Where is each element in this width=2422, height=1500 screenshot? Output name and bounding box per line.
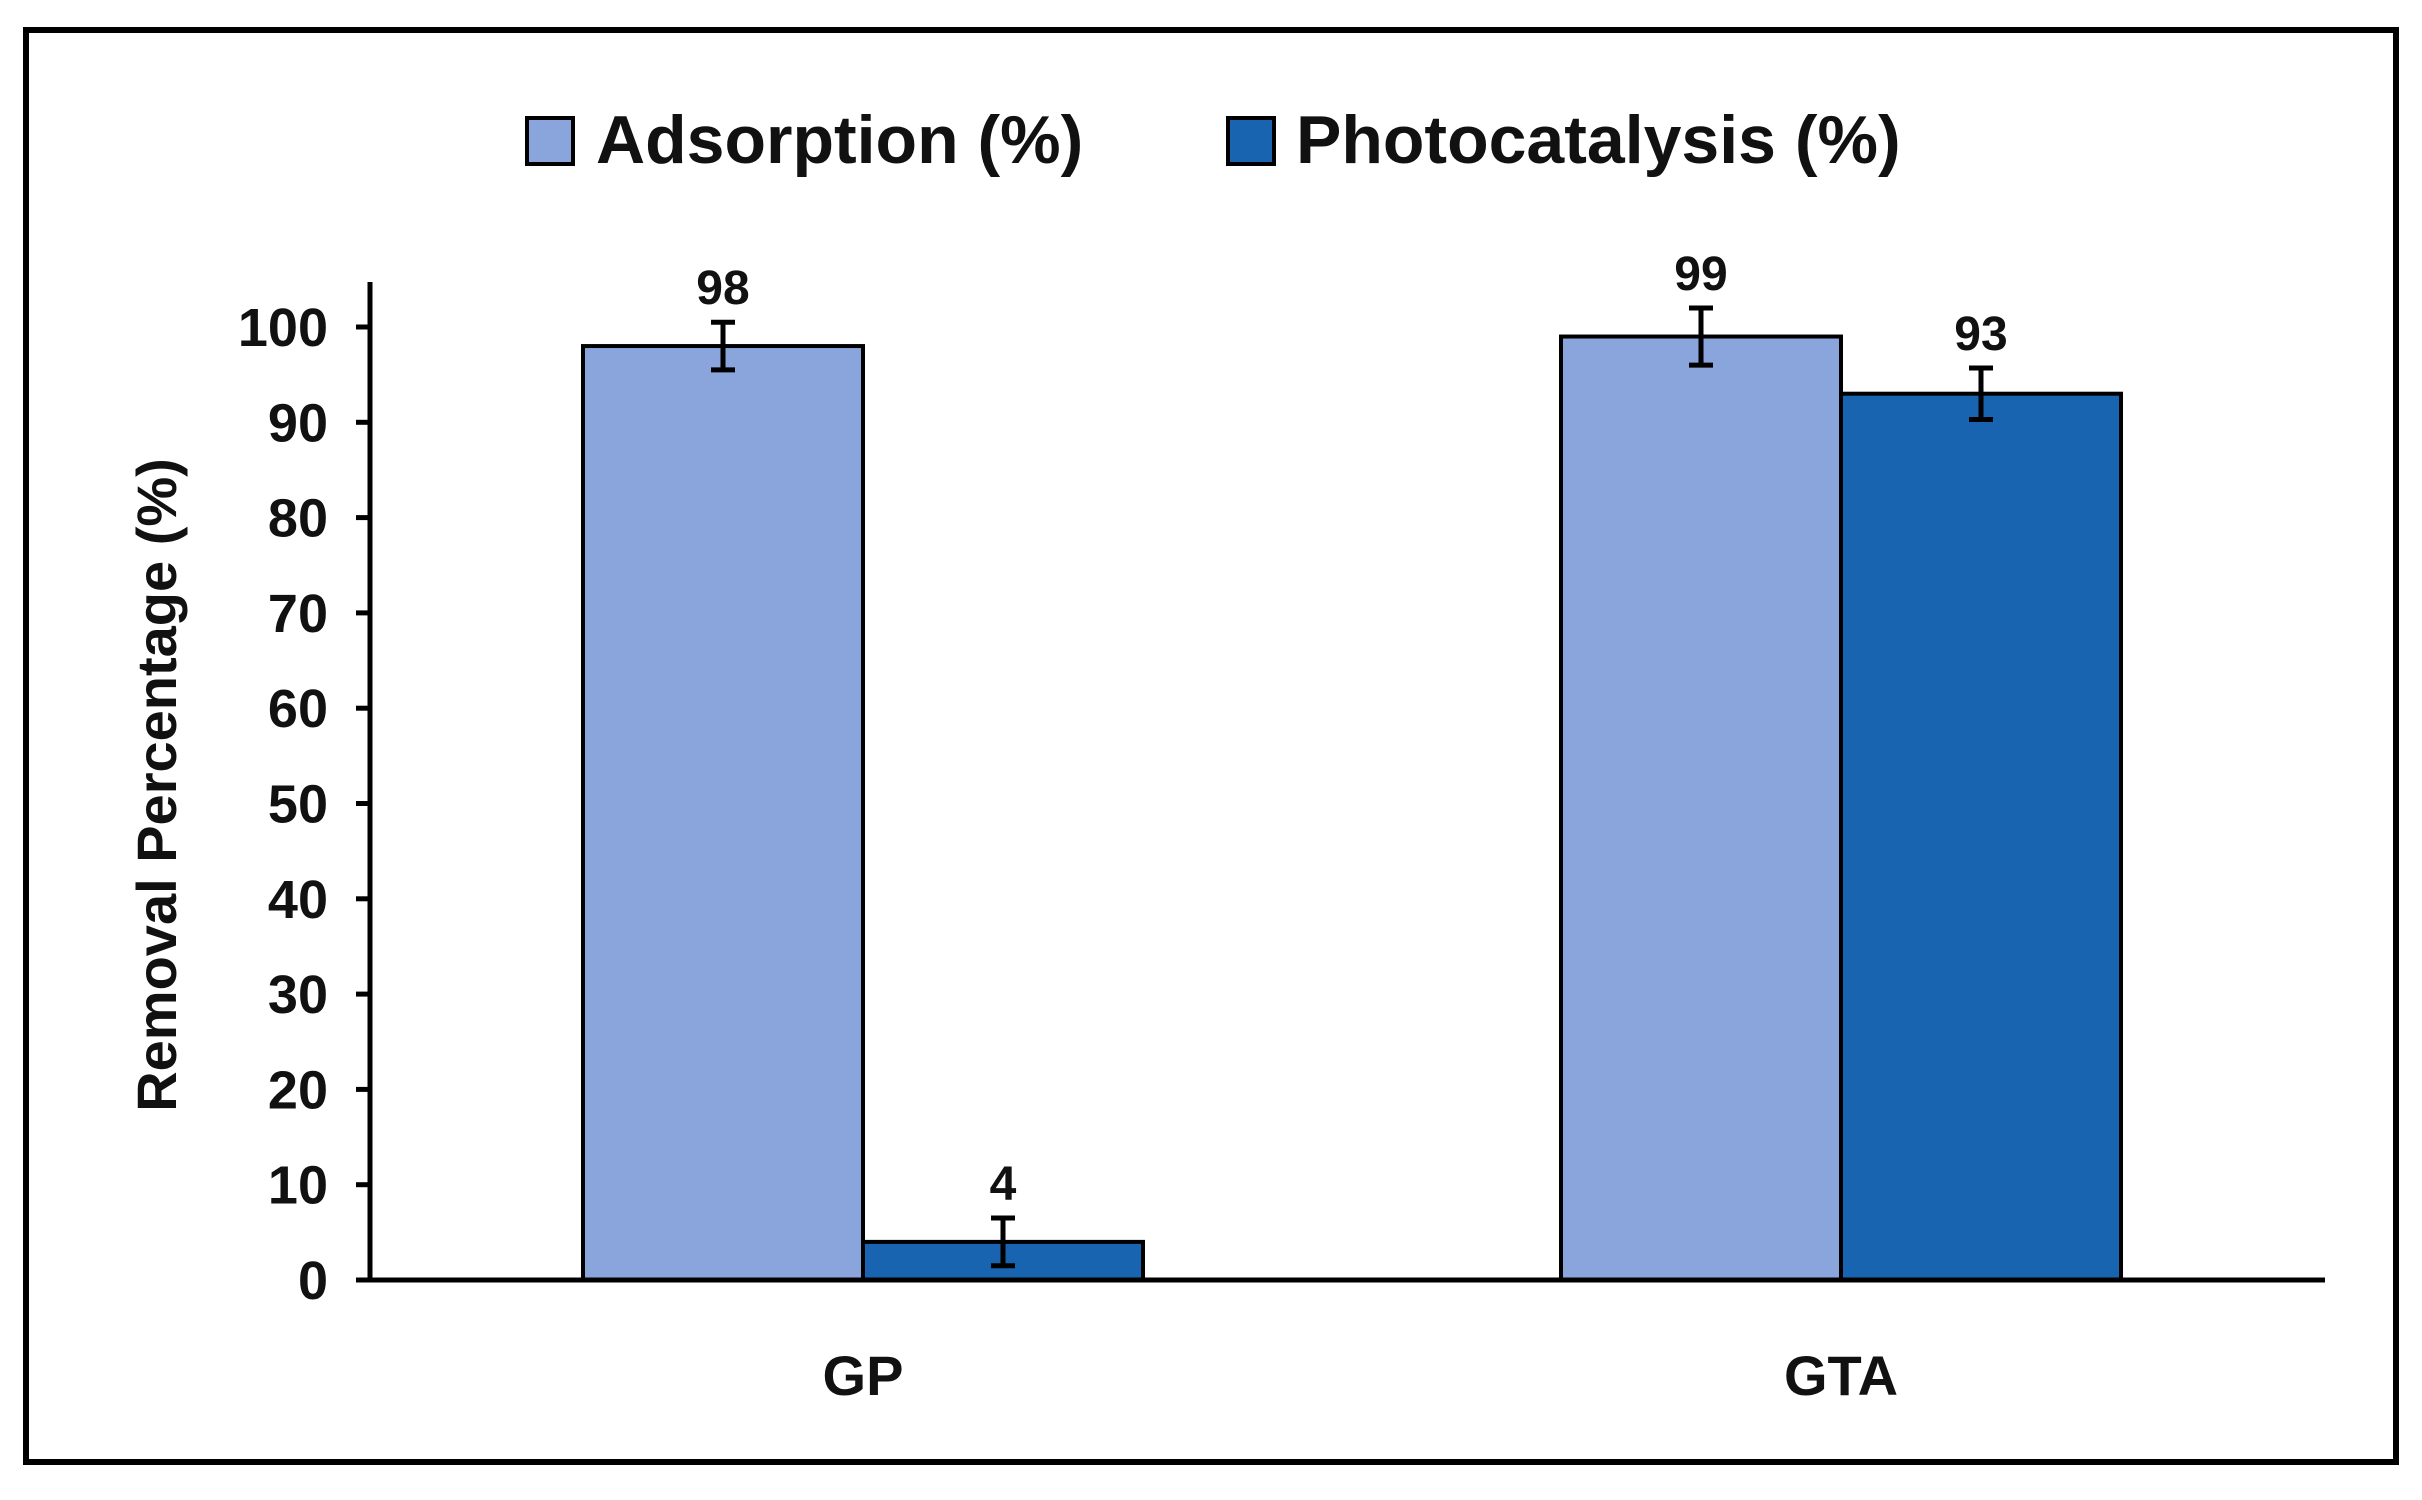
y-tick-label: 10: [268, 1156, 328, 1216]
data-label: 99: [1674, 248, 1727, 301]
bar-gta-photocatalysis: [1839, 391, 2123, 1282]
y-tick-label: 80: [268, 489, 328, 549]
y-axis-label: Removal Percentage (%): [125, 458, 188, 1112]
legend-label-adsorption: Adsorption (%): [596, 102, 1083, 178]
y-tick-label: 20: [268, 1060, 328, 1120]
y-tick-label: 50: [268, 775, 328, 835]
y-tick-label: 70: [268, 584, 328, 644]
bar-gta-adsorption: [1559, 334, 1843, 1282]
legend-label-photocatalysis: Photocatalysis (%): [1296, 102, 1901, 178]
y-tick-label: 60: [268, 679, 328, 739]
legend-swatch-photocatalysis: [1226, 116, 1276, 166]
y-tick-label: 0: [298, 1251, 328, 1311]
chart-marks: 0 10 20 30 40 50 60 70 80 90 100 98 4 GP 99 93 GTA Adsorp…: [238, 102, 2325, 1407]
y-tick-label: 100: [238, 298, 328, 358]
y-tick-label: 30: [268, 965, 328, 1025]
bar-gp-adsorption: [581, 344, 865, 1282]
data-label: 93: [1954, 308, 2007, 361]
y-tick-label: 40: [268, 870, 328, 930]
data-label: 4: [990, 1158, 1017, 1211]
legend-swatch-adsorption: [525, 116, 575, 166]
data-label: 98: [696, 262, 749, 315]
x-tick-label: GP: [823, 1344, 904, 1407]
x-tick-label: GTA: [1784, 1344, 1898, 1407]
y-tick-label: 90: [268, 393, 328, 453]
